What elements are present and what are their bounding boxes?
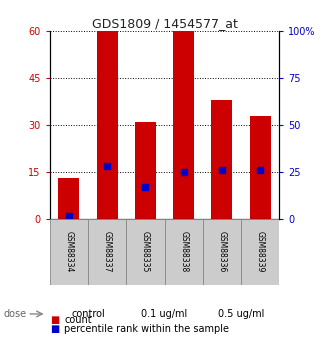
Bar — [50, 219, 88, 285]
Bar — [88, 219, 126, 285]
Text: percentile rank within the sample: percentile rank within the sample — [64, 325, 229, 334]
Bar — [135, 122, 156, 219]
Text: GSM88334: GSM88334 — [65, 231, 74, 273]
Bar — [126, 219, 164, 285]
Point — [181, 169, 186, 175]
Bar — [203, 219, 241, 285]
Text: control: control — [71, 309, 105, 319]
Bar — [211, 100, 232, 219]
Text: count: count — [64, 315, 92, 325]
Text: GSM88339: GSM88339 — [256, 231, 265, 273]
Point — [143, 184, 148, 190]
Point — [257, 167, 263, 173]
Text: GSM88338: GSM88338 — [179, 231, 188, 273]
Text: 0.5 ug/ml: 0.5 ug/ml — [218, 309, 264, 319]
Bar — [250, 116, 271, 219]
Text: GSM88337: GSM88337 — [103, 231, 112, 273]
Bar — [58, 178, 79, 219]
Point — [219, 167, 224, 173]
Bar — [164, 219, 203, 285]
Point — [66, 214, 72, 219]
Bar — [173, 31, 194, 219]
Bar — [97, 31, 118, 219]
Text: ■: ■ — [50, 325, 59, 334]
Text: GSM88336: GSM88336 — [217, 231, 226, 273]
Point — [105, 164, 110, 169]
Text: 0.1 ug/ml: 0.1 ug/ml — [141, 309, 188, 319]
Title: GDS1809 / 1454577_at: GDS1809 / 1454577_at — [91, 17, 238, 30]
Bar — [241, 219, 279, 285]
Text: GSM88335: GSM88335 — [141, 231, 150, 273]
Text: ■: ■ — [50, 315, 59, 325]
Text: dose: dose — [3, 309, 26, 319]
